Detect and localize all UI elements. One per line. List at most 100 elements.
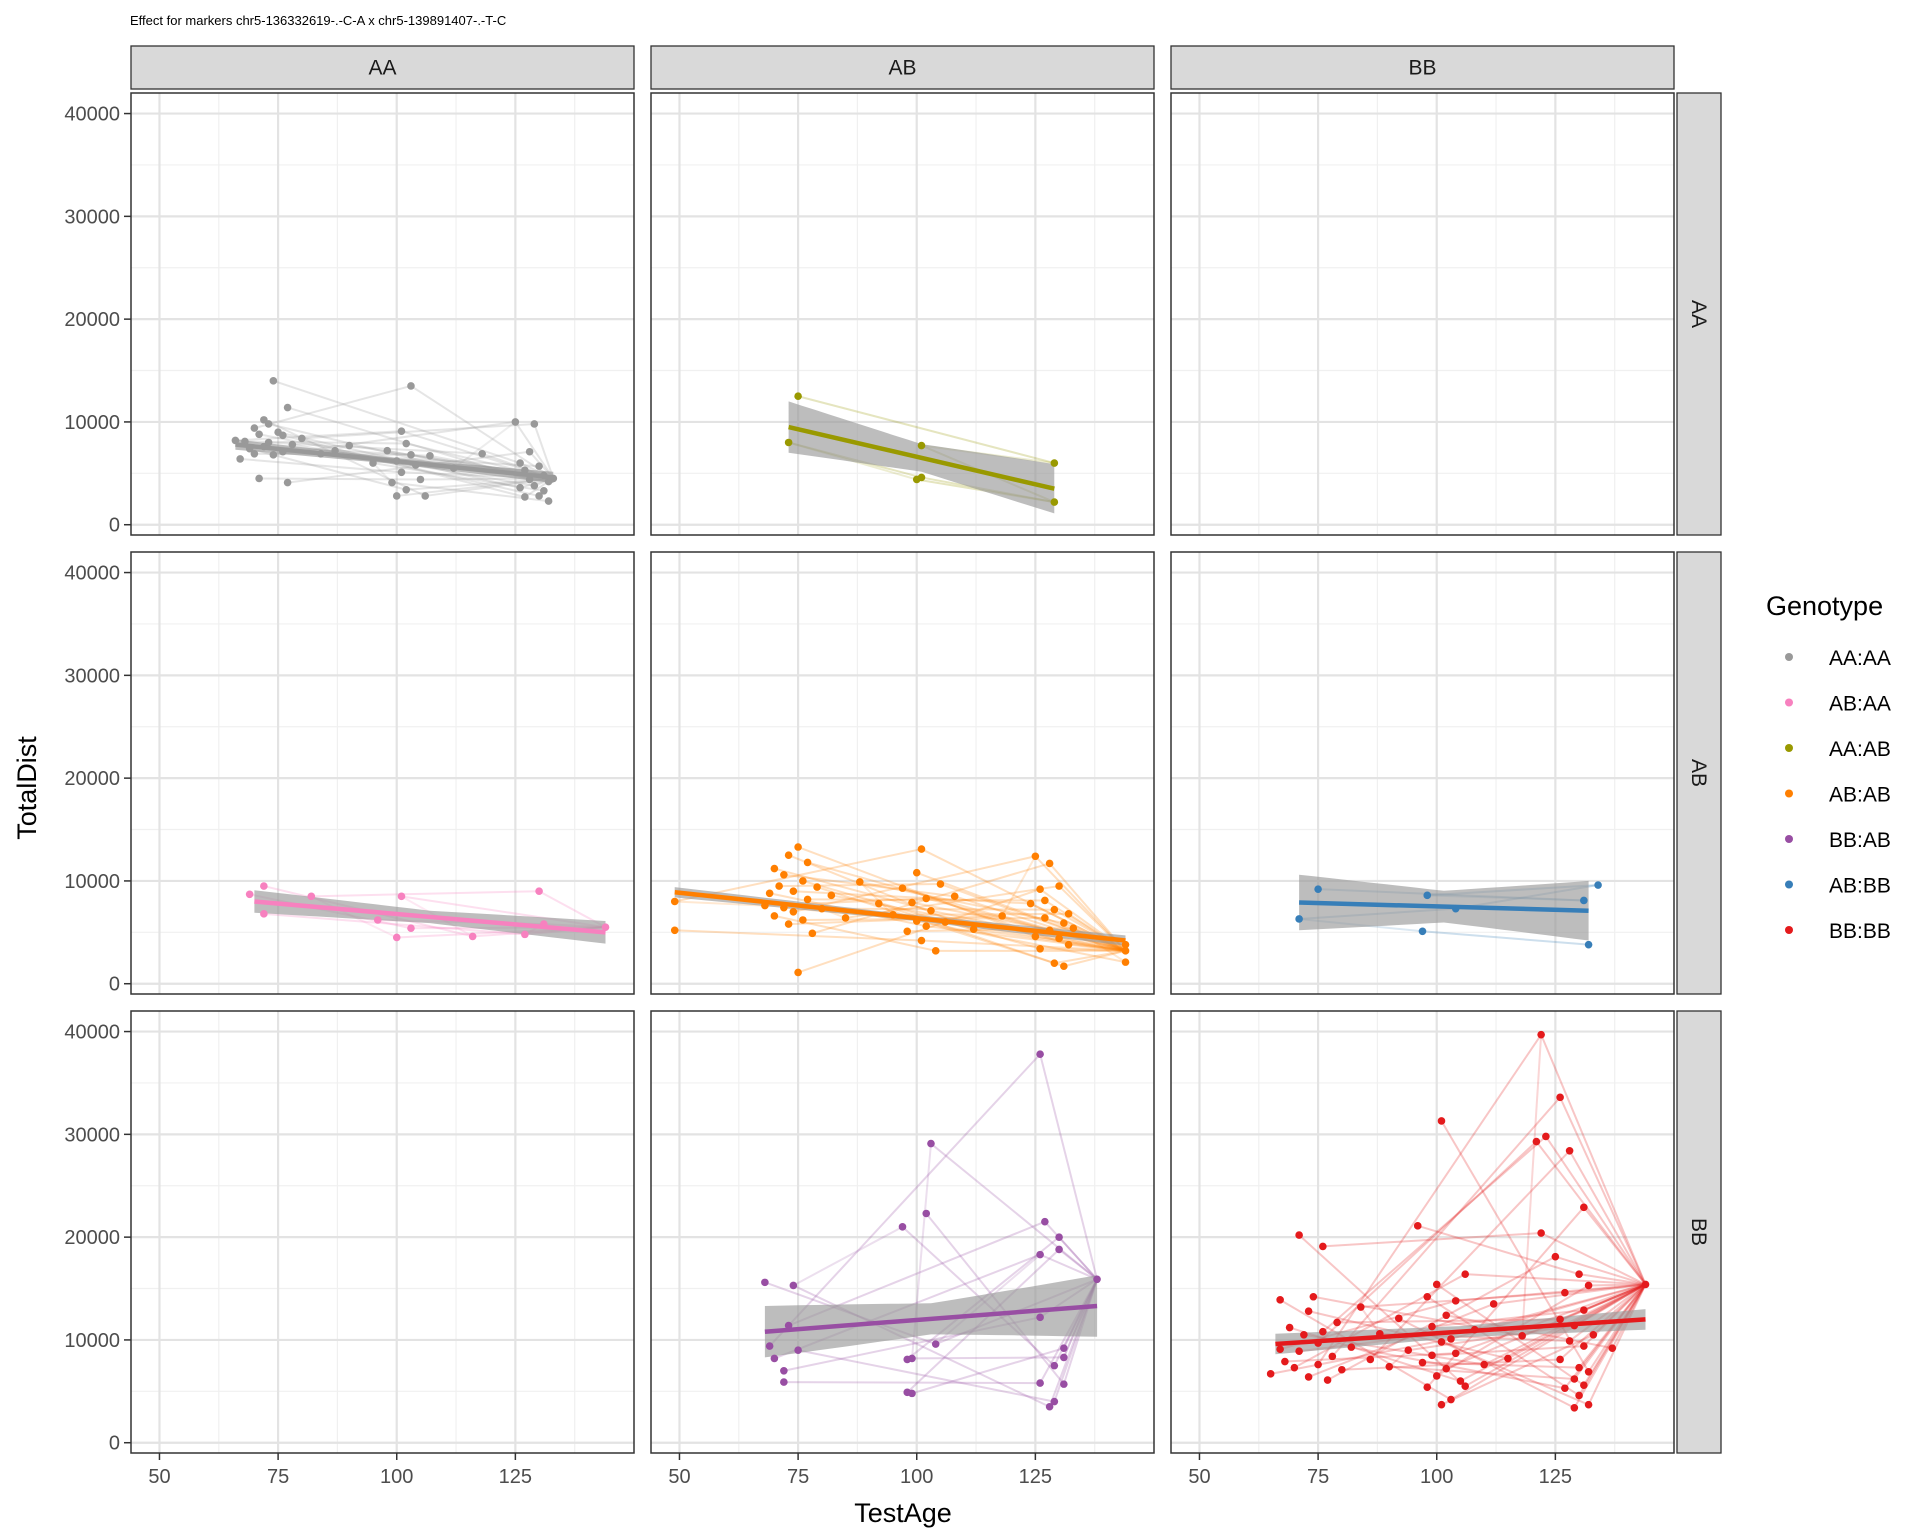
trajectory-line bbox=[1441, 1333, 1594, 1406]
y-tick-label: 30000 bbox=[64, 665, 120, 687]
data-point bbox=[827, 891, 836, 900]
data-point bbox=[392, 933, 401, 942]
y-tick-label: 30000 bbox=[64, 206, 120, 228]
x-tick-label: 125 bbox=[1539, 1466, 1572, 1488]
data-point bbox=[1580, 896, 1588, 905]
trajectory-line bbox=[1351, 1346, 1566, 1390]
data-point bbox=[1347, 1343, 1356, 1351]
data-point bbox=[511, 418, 520, 426]
trajectory-line bbox=[1327, 1255, 1556, 1381]
x-tick-label: 75 bbox=[1307, 1466, 1329, 1488]
trajectory-line bbox=[1426, 1206, 1585, 1388]
series-bb-bb bbox=[1266, 1030, 1650, 1412]
trajectory-line bbox=[1568, 1150, 1647, 1285]
data-point bbox=[1442, 1364, 1451, 1373]
trajectory-line bbox=[911, 1356, 1064, 1360]
data-point bbox=[1451, 1297, 1460, 1305]
trajectory-line bbox=[1317, 1034, 1542, 1366]
data-point bbox=[1608, 1344, 1617, 1352]
panel-background bbox=[1171, 93, 1674, 535]
data-point bbox=[794, 843, 802, 851]
trajectory-line bbox=[1422, 1361, 1580, 1369]
data-point bbox=[535, 492, 543, 500]
trajectory-line bbox=[1493, 1283, 1646, 1305]
data-point bbox=[236, 455, 244, 463]
trajectory-line bbox=[911, 1347, 1065, 1395]
data-point bbox=[1036, 1250, 1044, 1259]
trajectory-line bbox=[1337, 1318, 1561, 1324]
trajectory-line bbox=[259, 477, 421, 481]
trajectory-line bbox=[930, 1142, 1098, 1281]
data-point bbox=[260, 882, 268, 890]
data-point bbox=[1055, 934, 1063, 943]
data-point bbox=[1556, 1315, 1564, 1324]
trajectory-line bbox=[1369, 1150, 1571, 1361]
data-point bbox=[1281, 1357, 1289, 1366]
data-point bbox=[789, 1281, 798, 1290]
trajectory-line bbox=[1039, 1053, 1099, 1280]
regression-line bbox=[674, 889, 1126, 943]
trajectory-line bbox=[1464, 1283, 1647, 1388]
trajectory-line bbox=[254, 384, 412, 430]
trajectory-line bbox=[1044, 1221, 1098, 1280]
data-point bbox=[950, 892, 959, 901]
data-point bbox=[922, 922, 931, 930]
panel-border bbox=[1170, 551, 1675, 995]
trajectory-line bbox=[1058, 937, 1126, 952]
data-point bbox=[670, 926, 679, 935]
trajectory-line bbox=[973, 928, 1126, 952]
trajectory-line bbox=[1521, 1034, 1543, 1336]
col-strip-ab bbox=[650, 45, 1155, 90]
data-point bbox=[1413, 1222, 1422, 1230]
series-ab-aa bbox=[245, 882, 610, 944]
data-point bbox=[1276, 1296, 1284, 1304]
data-point bbox=[283, 478, 292, 487]
data-point bbox=[1447, 1395, 1455, 1404]
trajectory-line bbox=[783, 873, 955, 898]
trajectory-line bbox=[1068, 943, 1126, 952]
legend: Genotype AA:AA AB:AA AA:AB AB:AB BB:AB AB:BB B… bbox=[1766, 591, 1891, 943]
trajectory-line bbox=[1540, 1034, 1647, 1285]
trajectory-line bbox=[273, 379, 521, 464]
data-point bbox=[1423, 891, 1432, 900]
panel-border bbox=[650, 551, 1155, 995]
data-point bbox=[1031, 852, 1040, 861]
regression-line bbox=[1275, 1317, 1646, 1347]
data-point bbox=[1041, 1217, 1049, 1226]
data-point bbox=[1489, 1300, 1498, 1308]
data-point bbox=[269, 377, 278, 385]
trajectory-line bbox=[793, 855, 1036, 913]
data-point bbox=[1045, 859, 1054, 868]
data-point bbox=[402, 439, 411, 448]
trajectory-line bbox=[916, 920, 1126, 964]
data-point bbox=[1060, 919, 1068, 927]
data-point bbox=[969, 925, 978, 934]
legend-key bbox=[1785, 880, 1793, 889]
data-point bbox=[917, 441, 926, 450]
data-point bbox=[1060, 1353, 1068, 1362]
data-point bbox=[1423, 1383, 1432, 1392]
trajectory-line bbox=[812, 862, 1050, 935]
data-point bbox=[407, 451, 415, 459]
data-point bbox=[421, 492, 430, 500]
trajectory-line bbox=[1293, 1273, 1466, 1369]
data-point bbox=[780, 1366, 788, 1375]
data-point bbox=[1328, 1352, 1337, 1361]
data-point bbox=[1121, 947, 1130, 955]
data-point bbox=[1556, 1355, 1564, 1364]
trajectory-line bbox=[1431, 1309, 1584, 1328]
data-point bbox=[1580, 1381, 1588, 1389]
trajectory-line bbox=[1474, 1283, 1646, 1331]
data-point bbox=[1304, 1307, 1313, 1315]
x-tick-label: 50 bbox=[148, 1466, 170, 1488]
regression-line bbox=[788, 424, 1055, 491]
trajectory-line bbox=[1417, 1224, 1580, 1276]
series-ab-bb bbox=[1295, 874, 1602, 949]
legend-label: BB:AB bbox=[1829, 829, 1891, 852]
trajectory-line bbox=[1322, 1232, 1542, 1248]
series-ab-ab bbox=[670, 843, 1130, 977]
trajectory-line bbox=[878, 902, 1065, 968]
data-point bbox=[1575, 1391, 1583, 1400]
trajectory-line bbox=[893, 912, 1069, 916]
data-point bbox=[1518, 1332, 1526, 1340]
